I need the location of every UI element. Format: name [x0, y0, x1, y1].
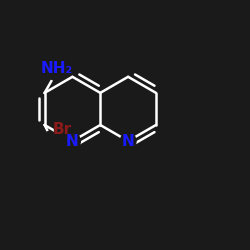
Text: N: N	[122, 134, 134, 148]
Circle shape	[44, 56, 69, 80]
Text: Br: Br	[52, 122, 72, 138]
Circle shape	[64, 133, 80, 149]
Circle shape	[54, 120, 74, 140]
Text: NH₂: NH₂	[41, 61, 73, 76]
Text: N: N	[66, 134, 79, 148]
Circle shape	[120, 133, 136, 149]
